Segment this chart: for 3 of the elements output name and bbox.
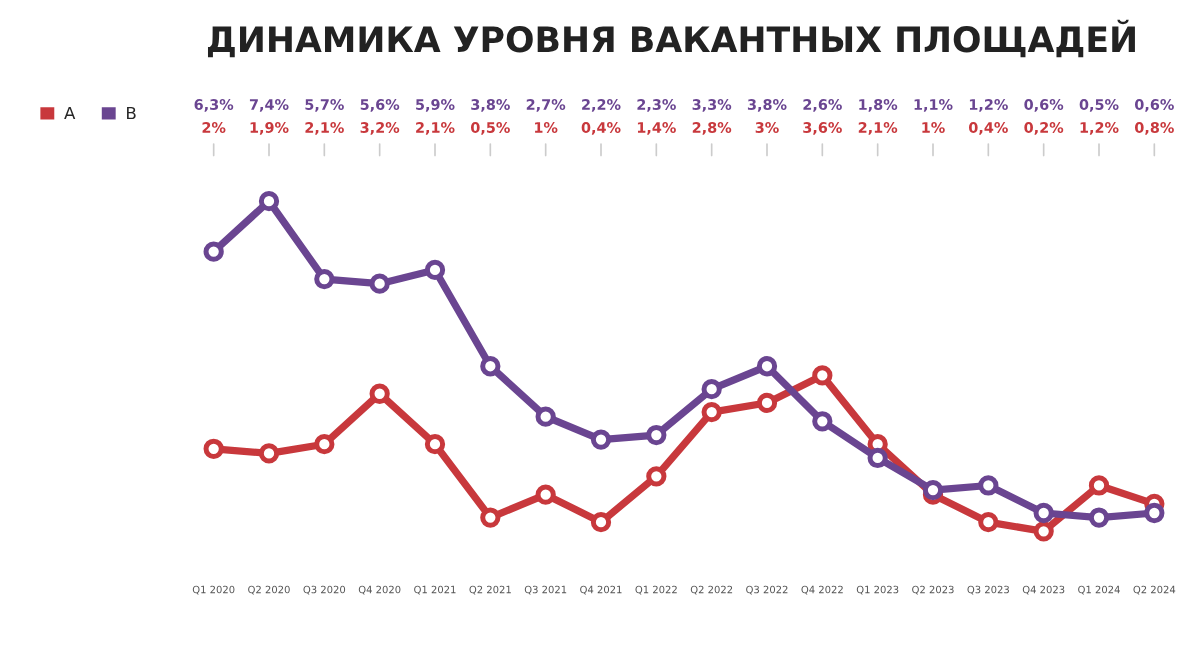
chart-title: ДИНАМИКА УРОВНЯ ВАКАНТНЫХ ПЛОЩАДЕЙ bbox=[207, 19, 1135, 58]
legend-label: A bbox=[64, 106, 76, 120]
legend-label: B bbox=[127, 106, 136, 120]
